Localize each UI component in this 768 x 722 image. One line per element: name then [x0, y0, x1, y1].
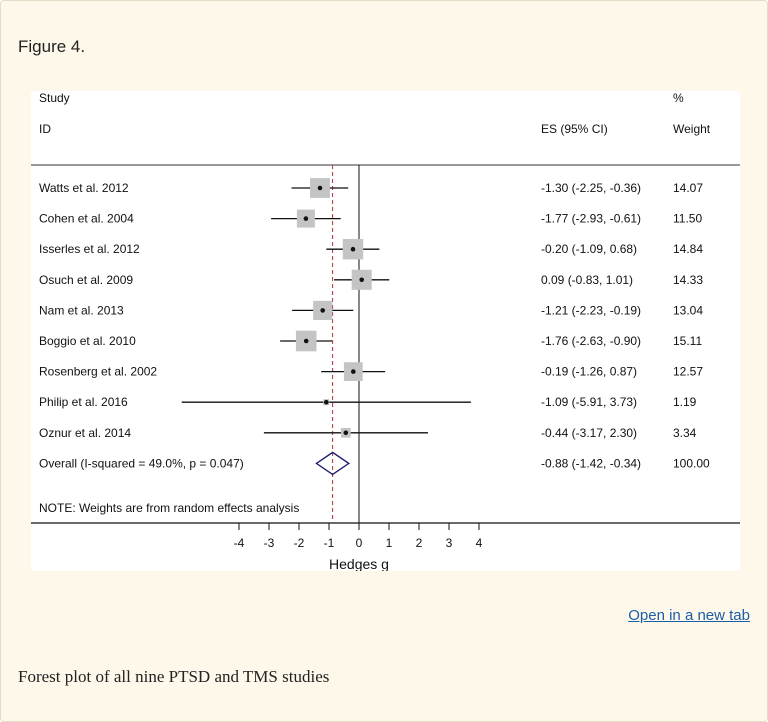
- effect-size-ci: -1.30 (-2.25, -0.36): [541, 181, 641, 195]
- effect-size-ci: -1.09 (-5.91, 3.73): [541, 395, 637, 409]
- point-estimate: [303, 216, 309, 221]
- x-axis-ticks: -4 -3 -2 -1 0 1 2 3 4: [234, 523, 483, 550]
- x-tick-label: 3: [446, 536, 453, 550]
- study-weight: 11.50: [673, 212, 702, 226]
- overall-label: Overall (I-squared = 49.0%, p = 0.047): [39, 456, 244, 470]
- effect-size-ci: -0.20 (-1.09, 0.68): [541, 242, 637, 256]
- point-estimate: [350, 246, 356, 252]
- header-weight-percent: %: [673, 91, 684, 105]
- overall-diamond: [315, 451, 351, 476]
- study-name: Osuch et al. 2009: [39, 273, 133, 287]
- header-weight: Weight: [673, 122, 711, 136]
- point-estimate: [324, 399, 329, 405]
- open-in-new-tab-link[interactable]: Open in a new tab: [628, 607, 750, 624]
- overall-es-ci: -0.88 (-1.42, -0.34): [541, 456, 641, 470]
- header-es: ES (95% CI): [541, 122, 608, 136]
- study-weight: 13.04: [673, 303, 703, 317]
- study-weight: 14.33: [673, 273, 703, 287]
- weights-note: NOTE: Weights are from random effects an…: [39, 501, 299, 515]
- effect-size-ci: -1.77 (-2.93, -0.61): [541, 212, 641, 226]
- header-id: ID: [39, 122, 51, 136]
- study-name: Oznur et al. 2014: [39, 426, 131, 440]
- effect-size-ci: -0.44 (-3.17, 2.30): [541, 426, 637, 440]
- study-name: Rosenberg et al. 2002: [39, 365, 157, 379]
- x-tick-label: 2: [416, 536, 423, 550]
- effect-size-ci: -1.76 (-2.63, -0.90): [541, 334, 641, 348]
- study-weight: 12.57: [673, 365, 703, 379]
- point-estimate: [320, 308, 326, 313]
- x-tick-label: -1: [324, 536, 335, 550]
- x-tick-label: -3: [264, 536, 275, 550]
- study-weight: 14.84: [673, 242, 703, 256]
- forest-plot: Study ID ES (95% CI) % Weight Watts et a…: [31, 91, 740, 571]
- overall-weight: 100.00: [673, 456, 710, 470]
- study-rows: Watts et al. 2012 -1.30 (-2.25, -0.36) 14.…: [39, 178, 703, 440]
- point-estimate: [317, 185, 323, 191]
- point-estimate: [343, 430, 349, 436]
- effect-size-ci: 0.09 (-0.83, 1.01): [541, 273, 633, 287]
- forest-plot-svg: Study ID ES (95% CI) % Weight Watts et a…: [31, 91, 740, 571]
- study-name: Isserles et al. 2012: [39, 242, 140, 256]
- x-tick-label: 1: [386, 536, 393, 550]
- overall-row: Overall (I-squared = 49.0%, p = 0.047) -0…: [39, 451, 710, 476]
- study-weight: 3.34: [673, 426, 697, 440]
- point-estimate: [303, 338, 309, 344]
- point-estimate: [351, 369, 356, 374]
- x-axis-title: Hedges g: [329, 556, 389, 571]
- study-weight: 14.07: [673, 181, 703, 195]
- figure-caption: Forest plot of all nine PTSD and TMS stu…: [18, 667, 330, 686]
- study-name: Boggio et al. 2010: [39, 334, 136, 348]
- x-tick-label: 0: [356, 536, 363, 550]
- study-name: Watts et al. 2012: [39, 181, 129, 195]
- x-tick-label: -4: [234, 536, 245, 550]
- study-name: Cohen et al. 2004: [39, 212, 134, 226]
- study-name: Philip et al. 2016: [39, 395, 128, 409]
- x-tick-label: -2: [294, 536, 305, 550]
- effect-size-ci: -1.21 (-2.23, -0.19): [541, 303, 641, 317]
- x-tick-label: 4: [476, 536, 483, 550]
- header-study: Study: [39, 91, 70, 105]
- point-estimate: [359, 277, 365, 283]
- study-weight: 1.19: [673, 395, 697, 409]
- study-name: Nam et al. 2013: [39, 303, 124, 317]
- figure-label: Figure 4.: [18, 37, 86, 56]
- effect-size-ci: -0.19 (-1.26, 0.87): [541, 365, 637, 379]
- study-weight: 15.11: [673, 334, 702, 348]
